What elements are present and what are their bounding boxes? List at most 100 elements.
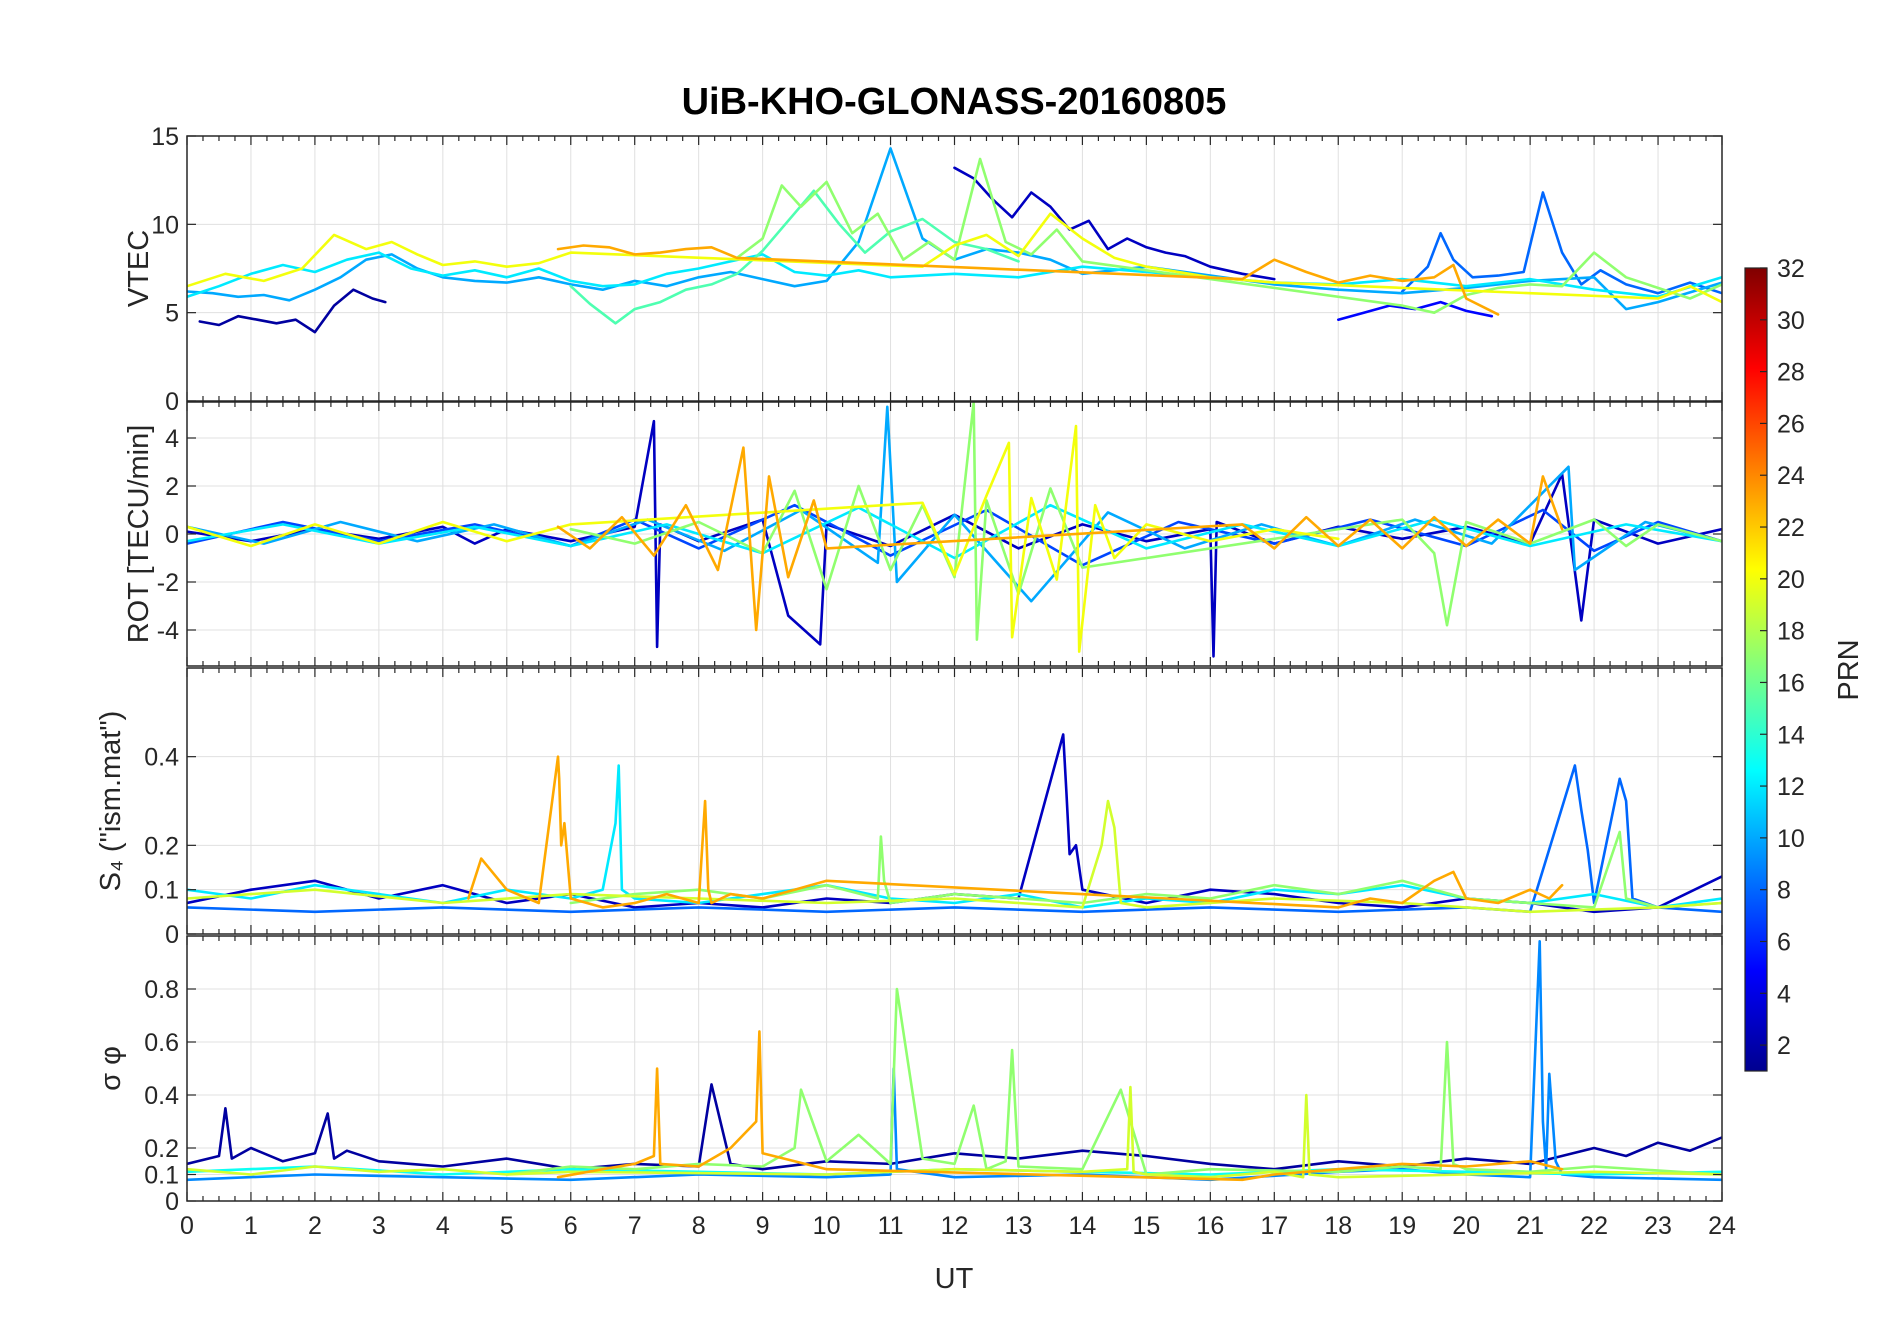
panel-2: -4 -2 0 2 4 ROT [TECU/min]: [123, 401, 1723, 667]
y-axis-label: σ φ: [95, 1046, 127, 1091]
series-line-prn-20: [187, 212, 1722, 304]
x-tick-label: 13: [1005, 1212, 1033, 1240]
y-tick-label: 0.4: [144, 1082, 179, 1110]
axis-ticks: -4 -2 0 2 4: [157, 402, 1723, 666]
y-tick-label: 0.1: [144, 877, 179, 905]
series-line-prn-10: [187, 147, 1722, 311]
y-tick-label: 0: [165, 921, 179, 949]
y-tick-label: 0.1: [144, 1162, 179, 1190]
x-tick-label: 12: [941, 1212, 969, 1240]
colorbar-tick-label: 8: [1777, 877, 1791, 905]
x-tick-label: 24: [1708, 1212, 1736, 1240]
colorbar-tick-label: 12: [1777, 773, 1805, 801]
series-line-prn-20: [187, 424, 1340, 653]
series-group: [187, 940, 1722, 1182]
x-tick-label: 9: [756, 1212, 770, 1240]
colorbar-gradient: [1744, 267, 1768, 1072]
x-tick-label: 14: [1069, 1212, 1097, 1240]
y-tick-label: 5: [165, 300, 179, 328]
series-line-prn-8: [1400, 191, 1722, 295]
series-line-prn-23: [467, 755, 1564, 909]
x-tick-label: 8: [692, 1212, 706, 1240]
y-tick-label: 0.6: [144, 1029, 179, 1057]
colorbar-tick-label: 14: [1777, 721, 1805, 749]
panel-1: 0 5 10 15 VTEC: [123, 123, 1723, 416]
series-line-prn-15: [569, 189, 1020, 325]
x-tick-label: 3: [372, 1212, 386, 1240]
x-tick-label: 17: [1260, 1212, 1288, 1240]
x-tick-label: 0: [180, 1212, 194, 1240]
series-group: [187, 402, 1722, 658]
y-tick-label: -4: [157, 617, 179, 645]
x-tick-label: 21: [1516, 1212, 1544, 1240]
colorbar-tick-label: 26: [1777, 410, 1805, 438]
colorbar-label: PRN: [1833, 639, 1865, 700]
x-axis-label: UT: [935, 1263, 974, 1295]
colorbar-tick-label: 2: [1777, 1032, 1791, 1060]
x-tick-label: 16: [1196, 1212, 1224, 1240]
series-group: [187, 733, 1722, 914]
y-tick-label: -2: [157, 569, 179, 597]
panel-3: 0 0.1 0.2 0.4 S₄ ("ism.mat"): [95, 667, 1723, 949]
x-tick-label: 22: [1580, 1212, 1608, 1240]
x-tick-label: 23: [1644, 1212, 1672, 1240]
series-line-prn-23: [556, 446, 1564, 632]
y-axis-label: VTEC: [123, 230, 155, 307]
series-line-prn-17: [735, 157, 1722, 314]
colorbar-tick-label: 6: [1777, 928, 1791, 956]
x-tick-label: 5: [500, 1212, 514, 1240]
y-tick-label: 0.4: [144, 744, 179, 772]
colorbar-tick-label: 24: [1777, 462, 1805, 490]
axis-ticks: 0 5 10 15: [151, 123, 1723, 416]
colorbar-tick-label: 4: [1777, 980, 1791, 1008]
chart-title: UiB-KHO-GLONASS-20160805: [682, 81, 1227, 123]
y-tick-label: 10: [151, 211, 179, 239]
x-tick-label: 20: [1452, 1212, 1480, 1240]
x-tick-label: 10: [813, 1212, 841, 1240]
y-tick-label: 15: [151, 123, 179, 151]
series-line-prn-17: [569, 830, 1722, 909]
colorbar-tick-label: 28: [1777, 359, 1805, 387]
y-tick-label: 0: [165, 1188, 179, 1216]
series-line-prn-23: [556, 1030, 1564, 1182]
x-tick-label: 11: [878, 1212, 904, 1240]
y-axis-label: S₄ ("ism.mat"): [95, 711, 127, 892]
series-line-prn-2: [198, 288, 387, 334]
series-line-prn-23: [556, 244, 1500, 316]
y-tick-label: 0.2: [144, 832, 179, 860]
axis-ticks: 00.10.2 0.4 0.6 0.8: [144, 936, 1723, 1216]
y-tick-label: 2: [165, 473, 179, 501]
colorbar-tick-label: 16: [1777, 669, 1805, 697]
colorbar-tick-label: 30: [1777, 307, 1805, 335]
colorbar-tick-label: 32: [1777, 255, 1805, 283]
y-tick-label: 0.2: [144, 1135, 179, 1163]
y-tick-label: 0: [165, 388, 179, 416]
x-tick-label: 4: [436, 1212, 450, 1240]
series-line-prn-17: [505, 987, 1722, 1176]
colorbar-tick-label: 18: [1777, 618, 1805, 646]
x-tick-label: 15: [1132, 1212, 1160, 1240]
panel-4: 00.10.20.40.60.8σ φ0 1 2 3 4 5 6 7 8 9 10 11 12 13 14 1…: [95, 935, 1736, 1240]
series-group: [187, 147, 1722, 334]
colorbar-tick-label: 22: [1777, 514, 1805, 542]
colorbar-tick-label: 10: [1777, 825, 1805, 853]
x-tick-label: 19: [1388, 1212, 1416, 1240]
colorbar-tick-label: 20: [1777, 566, 1805, 594]
x-tick-label: 18: [1324, 1212, 1352, 1240]
y-tick-label: 4: [165, 425, 179, 453]
y-tick-label: 0: [165, 521, 179, 549]
series-line-prn-3: [953, 166, 1276, 281]
x-tick-label: 7: [628, 1212, 642, 1240]
axis-ticks: 0 0.1 0.2 0.4: [144, 668, 1723, 949]
y-axis-label: ROT [TECU/min]: [123, 425, 155, 644]
y-tick-label: 0.8: [144, 976, 179, 1004]
x-tick-label: 1: [244, 1212, 258, 1240]
x-tick-label: 6: [564, 1212, 578, 1240]
x-tick-label: 2: [308, 1212, 322, 1240]
series-line-prn-5: [1337, 300, 1494, 321]
series-line-prn-19: [187, 1085, 1722, 1179]
